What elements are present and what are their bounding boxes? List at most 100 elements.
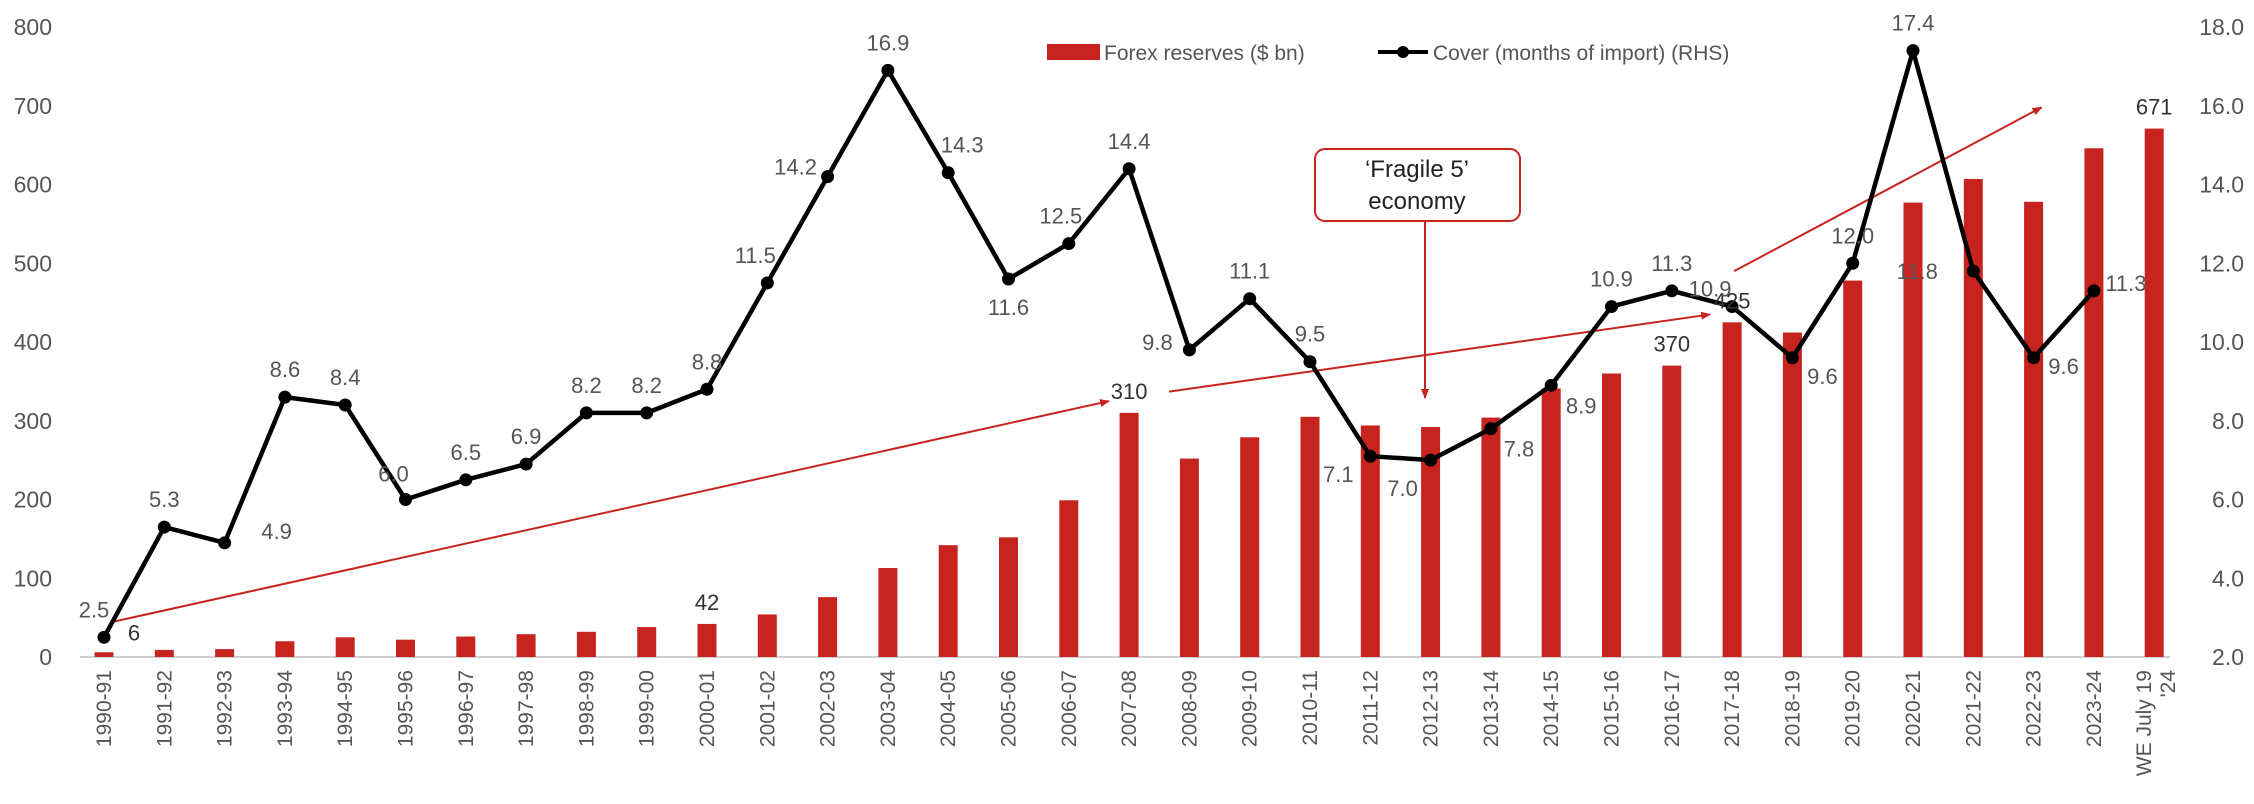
category-label: 2008-09 [1178, 670, 1201, 747]
category-label: 2018-19 [1781, 670, 1804, 747]
category-label: 2016-17 [1661, 670, 1684, 747]
category-label: 2007-08 [1118, 670, 1141, 747]
cover-marker [459, 473, 473, 487]
cover-marker [157, 520, 171, 534]
forex-bar [154, 649, 174, 657]
bar-value-label: 370 [1653, 332, 1690, 357]
cover-marker [1182, 343, 1196, 357]
bar-value-label: 42 [695, 590, 719, 615]
forex-bar [637, 627, 657, 657]
forex-bar [1782, 332, 1802, 657]
forex-bar [999, 537, 1018, 657]
left-axis-tick: 300 [14, 408, 52, 434]
forex-bar [1481, 417, 1501, 657]
trend-arrow [1168, 311, 1712, 393]
cover-marker [941, 166, 955, 180]
category-label: 2013-14 [1480, 670, 1503, 747]
cover-value-label: 8.6 [270, 357, 301, 382]
forex-bar [1963, 178, 1983, 658]
cover-value-label: 9.8 [1142, 330, 1173, 355]
cover-marker [338, 398, 352, 412]
cover-value-label: 4.9 [261, 519, 292, 544]
right-axis-tick: 18.0 [2199, 14, 2244, 40]
right-axis-tick: 8.0 [2212, 408, 2244, 434]
left-axis-tick: 200 [14, 487, 52, 513]
category-label: 2020-21 [1902, 670, 1925, 747]
category-label: 2001-02 [756, 670, 779, 747]
cover-marker [1424, 453, 1438, 467]
category-label: 1995-96 [395, 670, 418, 747]
forex-bar [1421, 427, 1441, 657]
forex-bar [335, 637, 355, 657]
category-label: 2015-16 [1601, 670, 1624, 747]
forex-bar [396, 639, 415, 657]
cover-value-label: 14.4 [1108, 129, 1151, 154]
right-axis-tick: 2.0 [2212, 644, 2244, 670]
cover-marker [278, 390, 292, 404]
category-label: 2014-15 [1540, 670, 1563, 747]
cover-value-label: 9.6 [2048, 354, 2079, 379]
cover-marker [821, 170, 835, 184]
cover-value-label: 5.3 [149, 487, 180, 512]
forex-bar [576, 631, 596, 657]
category-label: 2000-01 [696, 670, 719, 747]
cover-value-label: 16.9 [866, 30, 909, 55]
category-label: 2012-13 [1420, 670, 1443, 747]
cover-value-label: 12.5 [1039, 204, 1082, 229]
cover-value-label: 6.9 [511, 424, 542, 449]
legend: Forex reserves ($ bn) Cover (months of i… [1047, 42, 1729, 65]
category-label: 2002-03 [817, 670, 840, 747]
cover-marker [1605, 300, 1618, 314]
bar-value-label: 310 [1111, 379, 1148, 404]
category-label: 2010-11 [1299, 670, 1322, 746]
cover-marker [1062, 237, 1076, 251]
forex-bar [516, 634, 536, 657]
right-axis-tick: 6.0 [2212, 487, 2244, 513]
forex-bar [456, 636, 476, 657]
cover-value-label: 11.1 [1229, 259, 1270, 284]
legend-line-marker [1397, 46, 1409, 58]
forex-bar [1360, 425, 1380, 657]
category-label: 2019-20 [1842, 670, 1865, 747]
category-label: 1991-92 [153, 670, 176, 747]
cover-value-label: 7.0 [1387, 476, 1418, 501]
cover-line [102, 48, 2096, 639]
forex-bar [1843, 280, 1863, 657]
forex-bar [1602, 373, 1621, 657]
cover-value-label: 6.5 [451, 440, 482, 465]
left-axis-tick: 600 [14, 172, 52, 198]
forex-bar [2084, 148, 2104, 657]
forex-bar [1240, 437, 1260, 657]
category-label: 1998-99 [575, 670, 598, 747]
cover-value-label: 11.3 [2105, 271, 2146, 296]
trend-arrow [113, 399, 1111, 623]
cover-value-label: 10.9 [1590, 267, 1633, 292]
right-axis-tick: 12.0 [2199, 250, 2244, 276]
category-label: 1993-94 [274, 670, 297, 747]
cover-marker [97, 630, 111, 644]
category-label: 2011-12 [1359, 670, 1382, 746]
bar-value-labels: 6 42 310 370 425 671 [128, 95, 2173, 646]
cover-marker [1725, 300, 1739, 314]
cover-marker [1484, 422, 1498, 436]
cover-marker [1785, 351, 1799, 365]
right-y-axis: 2.0 4.0 6.0 8.0 10.0 12.0 14.0 16.0 18.0 [2199, 14, 2244, 670]
category-label: 2022-23 [2023, 670, 2046, 747]
cover-marker [1966, 264, 1980, 278]
forex-bar [1722, 322, 1742, 657]
left-axis-tick: 400 [14, 329, 52, 355]
cover-marker [760, 276, 774, 290]
right-axis-tick: 4.0 [2212, 565, 2244, 591]
cover-value-label: 17.4 [1892, 11, 1935, 36]
category-label: 2009-10 [1239, 670, 1262, 747]
forex-bar [1903, 202, 1923, 658]
cover-marker [1665, 284, 1679, 298]
forex-bar [878, 568, 898, 657]
cover-value-label: 6.0 [378, 462, 409, 487]
cover-value-label: 8.4 [330, 365, 361, 390]
category-label: 1996-97 [455, 670, 478, 747]
forex-bar [938, 545, 958, 657]
left-y-axis: 0 100 200 300 400 500 600 700 800 [14, 14, 52, 670]
forex-bars [94, 128, 2164, 658]
